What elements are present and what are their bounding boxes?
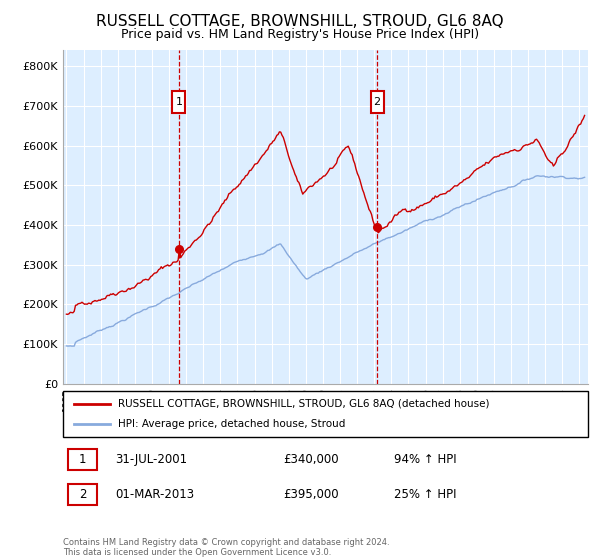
Text: £340,000: £340,000 <box>284 454 339 466</box>
Text: RUSSELL COTTAGE, BROWNSHILL, STROUD, GL6 8AQ: RUSSELL COTTAGE, BROWNSHILL, STROUD, GL6… <box>96 14 504 29</box>
Text: 31-JUL-2001: 31-JUL-2001 <box>115 454 188 466</box>
Text: 2: 2 <box>79 488 86 501</box>
Text: Price paid vs. HM Land Registry's House Price Index (HPI): Price paid vs. HM Land Registry's House … <box>121 28 479 41</box>
Text: 2: 2 <box>374 97 381 107</box>
Text: 01-MAR-2013: 01-MAR-2013 <box>115 488 194 501</box>
Text: Contains HM Land Registry data © Crown copyright and database right 2024.
This d: Contains HM Land Registry data © Crown c… <box>63 538 389 557</box>
FancyBboxPatch shape <box>172 91 185 113</box>
Text: HPI: Average price, detached house, Stroud: HPI: Average price, detached house, Stro… <box>118 419 346 429</box>
Text: 25% ↑ HPI: 25% ↑ HPI <box>394 488 456 501</box>
Text: 94% ↑ HPI: 94% ↑ HPI <box>394 454 457 466</box>
Text: 1: 1 <box>79 454 86 466</box>
FancyBboxPatch shape <box>371 91 383 113</box>
Text: RUSSELL COTTAGE, BROWNSHILL, STROUD, GL6 8AQ (detached house): RUSSELL COTTAGE, BROWNSHILL, STROUD, GL6… <box>118 399 490 409</box>
Text: 1: 1 <box>175 97 182 107</box>
Text: £395,000: £395,000 <box>284 488 339 501</box>
FancyBboxPatch shape <box>68 484 97 505</box>
FancyBboxPatch shape <box>68 449 97 470</box>
